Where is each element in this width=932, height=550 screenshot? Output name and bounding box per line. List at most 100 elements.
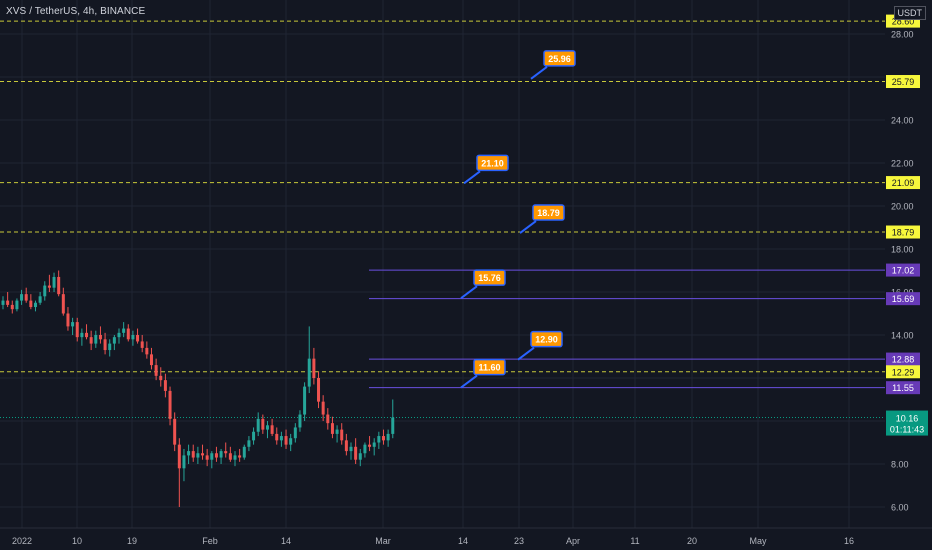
candle-body[interactable] — [177, 444, 181, 469]
candle[interactable] — [136, 328, 140, 344]
candle[interactable] — [358, 448, 362, 467]
candle-body[interactable] — [228, 453, 232, 460]
candle[interactable] — [168, 386, 172, 426]
candle-body[interactable] — [191, 451, 195, 458]
candle[interactable] — [386, 429, 390, 447]
candle-body[interactable] — [386, 433, 390, 441]
candle[interactable] — [94, 330, 98, 348]
candle-body[interactable] — [224, 451, 228, 454]
candle[interactable] — [289, 433, 293, 452]
candle-body[interactable] — [312, 358, 316, 378]
candle-body[interactable] — [261, 418, 265, 430]
candle-body[interactable] — [275, 433, 279, 441]
candle-body[interactable] — [201, 453, 205, 456]
candle-body[interactable] — [182, 455, 186, 469]
candle-body[interactable] — [108, 343, 112, 351]
candle[interactable] — [298, 410, 302, 432]
candle-body[interactable] — [219, 451, 223, 458]
candle-body[interactable] — [256, 418, 260, 432]
candle[interactable] — [228, 446, 232, 462]
candle[interactable] — [117, 328, 121, 344]
candle-body[interactable] — [103, 339, 107, 351]
callout-box[interactable] — [473, 269, 506, 286]
candle[interactable] — [210, 451, 214, 469]
candle[interactable] — [47, 274, 51, 292]
candle[interactable] — [154, 358, 158, 381]
candle[interactable] — [205, 448, 209, 467]
candle-body[interactable] — [24, 294, 28, 301]
price-callout[interactable]: 18.79 — [519, 204, 565, 234]
candle[interactable] — [24, 287, 28, 303]
candle[interactable] — [20, 289, 24, 305]
candle[interactable] — [256, 412, 260, 437]
candle[interactable] — [140, 335, 144, 353]
candle[interactable] — [159, 367, 163, 387]
candle-body[interactable] — [89, 337, 93, 344]
candle-body[interactable] — [52, 276, 56, 288]
candle-body[interactable] — [354, 446, 358, 460]
candle[interactable] — [177, 438, 181, 507]
candle[interactable] — [330, 416, 334, 439]
candle[interactable] — [391, 399, 395, 439]
candle-body[interactable] — [168, 390, 172, 419]
candle[interactable] — [89, 330, 93, 351]
candle[interactable] — [284, 429, 288, 449]
candle-body[interactable] — [85, 332, 89, 338]
candle-body[interactable] — [284, 436, 288, 445]
candle[interactable] — [335, 425, 339, 443]
candle[interactable] — [238, 448, 242, 462]
candle[interactable] — [163, 373, 167, 398]
candle-body[interactable] — [358, 453, 362, 460]
candle-body[interactable] — [344, 440, 348, 452]
candle-body[interactable] — [363, 444, 367, 454]
candle-body[interactable] — [252, 431, 256, 441]
candle-body[interactable] — [326, 414, 330, 424]
candle[interactable] — [149, 347, 153, 370]
candle[interactable] — [247, 436, 251, 452]
candle-body[interactable] — [75, 322, 79, 338]
callout-box[interactable] — [530, 330, 563, 348]
price-callout[interactable]: 15.76 — [460, 269, 506, 299]
candle-body[interactable] — [265, 425, 269, 430]
candle[interactable] — [312, 347, 316, 385]
callouts[interactable]: 25.96 21.10 18.79 15.76 12.90 11.60 — [460, 50, 576, 389]
candle[interactable] — [10, 300, 14, 314]
candle[interactable] — [191, 444, 195, 462]
candle[interactable] — [233, 451, 237, 467]
candle[interactable] — [15, 298, 19, 312]
candle-body[interactable] — [98, 335, 102, 340]
candle[interactable] — [307, 326, 311, 394]
candle-body[interactable] — [205, 455, 209, 460]
candle-body[interactable] — [247, 440, 251, 447]
candle[interactable] — [103, 332, 107, 355]
candle[interactable] — [368, 436, 372, 452]
candle-body[interactable] — [196, 453, 200, 458]
candle-body[interactable] — [47, 285, 51, 288]
candle-body[interactable] — [163, 380, 167, 391]
candle[interactable] — [344, 433, 348, 456]
candle-body[interactable] — [214, 453, 218, 458]
candle-body[interactable] — [233, 455, 237, 460]
candle-body[interactable] — [377, 436, 381, 443]
price-callout[interactable]: 12.90 — [517, 330, 563, 361]
candle[interactable] — [265, 421, 269, 439]
candle-body[interactable] — [298, 414, 302, 428]
candle-body[interactable] — [238, 455, 242, 458]
candle-body[interactable] — [61, 294, 65, 314]
candle[interactable] — [71, 317, 75, 335]
candle[interactable] — [38, 292, 42, 305]
candle-body[interactable] — [391, 417, 395, 434]
price-callout[interactable]: 25.96 — [530, 50, 576, 80]
candle[interactable] — [349, 442, 353, 460]
candle[interactable] — [261, 414, 265, 434]
candle-body[interactable] — [187, 451, 191, 456]
candle[interactable] — [377, 431, 381, 449]
candle-body[interactable] — [43, 285, 47, 297]
candle-body[interactable] — [330, 423, 334, 434]
candle[interactable] — [1, 296, 5, 310]
candle[interactable] — [182, 448, 186, 482]
candle-body[interactable] — [279, 436, 283, 441]
candle-body[interactable] — [340, 429, 344, 441]
time-axis[interactable]: 2022 10 19 Feb 14 Mar 14 23 Apr 11 20 May 16 — [12, 536, 854, 546]
candle-body[interactable] — [136, 335, 140, 342]
